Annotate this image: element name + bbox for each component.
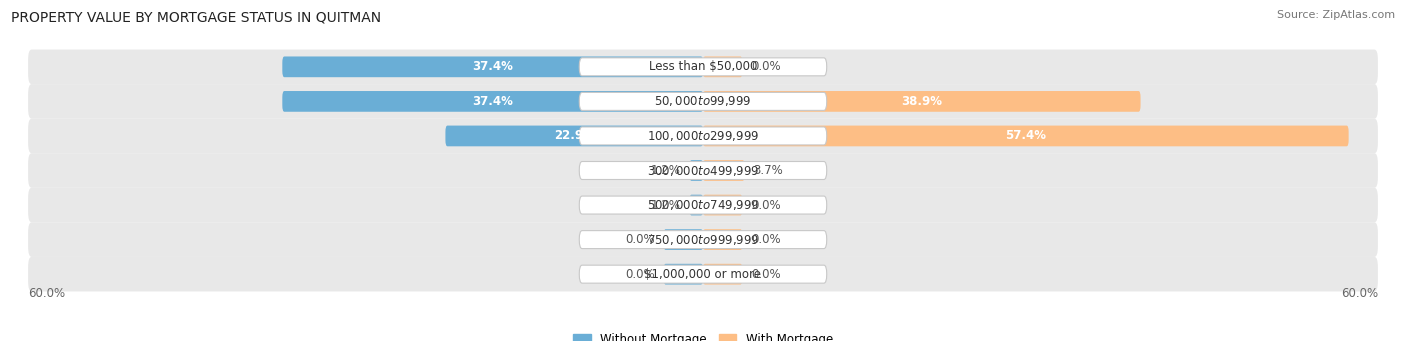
FancyBboxPatch shape (28, 119, 1378, 153)
Text: 0.0%: 0.0% (751, 233, 780, 246)
Text: 38.9%: 38.9% (901, 95, 942, 108)
Text: $1,000,000 or more: $1,000,000 or more (644, 268, 762, 281)
FancyBboxPatch shape (703, 57, 742, 77)
Text: 0.0%: 0.0% (626, 268, 655, 281)
FancyBboxPatch shape (283, 91, 703, 112)
FancyBboxPatch shape (703, 229, 742, 250)
Text: $50,000 to $99,999: $50,000 to $99,999 (654, 94, 752, 108)
Text: 37.4%: 37.4% (472, 95, 513, 108)
Text: $100,000 to $299,999: $100,000 to $299,999 (647, 129, 759, 143)
FancyBboxPatch shape (28, 153, 1378, 188)
Text: 0.0%: 0.0% (626, 233, 655, 246)
FancyBboxPatch shape (703, 264, 742, 284)
FancyBboxPatch shape (579, 265, 827, 283)
FancyBboxPatch shape (703, 125, 1348, 146)
Text: Less than $50,000: Less than $50,000 (648, 60, 758, 73)
Text: 0.0%: 0.0% (751, 268, 780, 281)
FancyBboxPatch shape (28, 188, 1378, 222)
Text: $500,000 to $749,999: $500,000 to $749,999 (647, 198, 759, 212)
Text: 60.0%: 60.0% (28, 287, 65, 300)
Text: 57.4%: 57.4% (1005, 130, 1046, 143)
FancyBboxPatch shape (664, 264, 703, 284)
FancyBboxPatch shape (579, 127, 827, 145)
Text: 0.0%: 0.0% (751, 198, 780, 211)
Text: 0.0%: 0.0% (751, 60, 780, 73)
Legend: Without Mortgage, With Mortgage: Without Mortgage, With Mortgage (568, 329, 838, 341)
Text: 22.9%: 22.9% (554, 130, 595, 143)
FancyBboxPatch shape (446, 125, 703, 146)
Text: 60.0%: 60.0% (1341, 287, 1378, 300)
FancyBboxPatch shape (28, 257, 1378, 292)
Text: 3.7%: 3.7% (754, 164, 783, 177)
FancyBboxPatch shape (689, 195, 703, 216)
FancyBboxPatch shape (579, 231, 827, 249)
FancyBboxPatch shape (28, 84, 1378, 119)
FancyBboxPatch shape (579, 92, 827, 110)
Text: 1.2%: 1.2% (651, 164, 681, 177)
FancyBboxPatch shape (703, 160, 745, 181)
Text: Source: ZipAtlas.com: Source: ZipAtlas.com (1277, 10, 1395, 20)
Text: 37.4%: 37.4% (472, 60, 513, 73)
Text: $300,000 to $499,999: $300,000 to $499,999 (647, 163, 759, 178)
FancyBboxPatch shape (579, 196, 827, 214)
FancyBboxPatch shape (28, 49, 1378, 84)
FancyBboxPatch shape (28, 222, 1378, 257)
FancyBboxPatch shape (283, 57, 703, 77)
FancyBboxPatch shape (703, 195, 742, 216)
Text: $750,000 to $999,999: $750,000 to $999,999 (647, 233, 759, 247)
FancyBboxPatch shape (689, 160, 703, 181)
FancyBboxPatch shape (579, 58, 827, 76)
Text: PROPERTY VALUE BY MORTGAGE STATUS IN QUITMAN: PROPERTY VALUE BY MORTGAGE STATUS IN QUI… (11, 10, 381, 24)
FancyBboxPatch shape (579, 162, 827, 179)
Text: 1.2%: 1.2% (651, 198, 681, 211)
FancyBboxPatch shape (664, 229, 703, 250)
FancyBboxPatch shape (703, 91, 1140, 112)
